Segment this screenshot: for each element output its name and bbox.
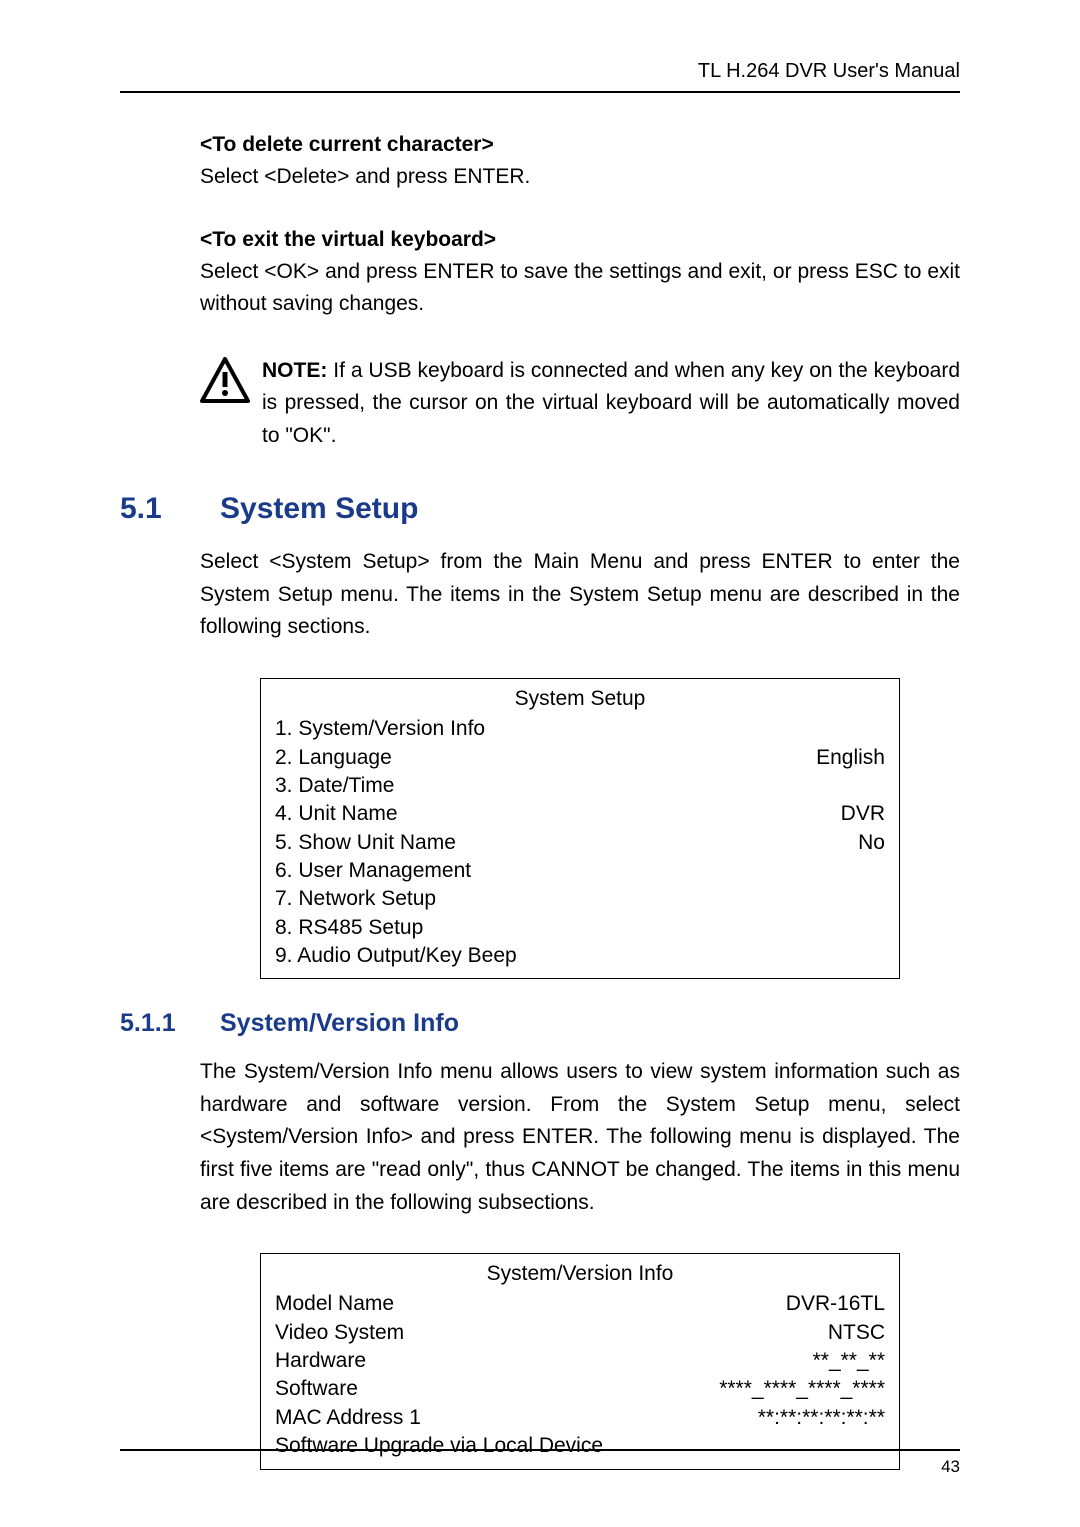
menu-label: 3. Date/Time xyxy=(275,772,394,800)
exit-keyboard-block: <To exit the virtual keyboard> Select <O… xyxy=(200,228,960,321)
subsection-body: The System/Version Info menu allows user… xyxy=(200,1056,960,1219)
section-heading: 5.1 System Setup xyxy=(120,492,960,526)
menu-value: NTSC xyxy=(828,1319,885,1347)
menu-row: Hardware **_**_** xyxy=(275,1347,885,1375)
menu-row: 2. Language English xyxy=(275,744,885,772)
warning-icon xyxy=(200,357,250,403)
delete-body: Select <Delete> and press ENTER. xyxy=(200,161,960,194)
menu-row: 8. RS485 Setup xyxy=(275,914,885,942)
note-body: If a USB keyboard is connected and when … xyxy=(262,359,960,447)
menu-value: ****_****_****_**** xyxy=(719,1375,885,1403)
menu-value: No xyxy=(858,829,885,857)
subsection-body-block: The System/Version Info menu allows user… xyxy=(200,1056,960,1219)
menu-row: 6. User Management xyxy=(275,857,885,885)
menu-value: **_**_** xyxy=(813,1347,885,1375)
note-label: NOTE: xyxy=(262,359,327,382)
version-info-menu: System/Version Info Model Name DVR-16TL V… xyxy=(260,1253,900,1469)
menu-value: DVR xyxy=(841,800,885,828)
subsection-heading: 5.1.1 System/Version Info xyxy=(120,1009,960,1038)
header-suffix: DVR User's Manual xyxy=(779,60,960,82)
delete-title: <To delete current character> xyxy=(200,133,960,157)
menu-row: 5. Show Unit Name No xyxy=(275,829,885,857)
menu-label: 4. Unit Name xyxy=(275,800,398,828)
exit-body: Select <OK> and press ENTER to save the … xyxy=(200,256,960,321)
menu-label: Hardware xyxy=(275,1347,366,1375)
note-text: NOTE: If a USB keyboard is connected and… xyxy=(262,355,960,453)
menu-row: MAC Address 1 **:**:**:**:**:** xyxy=(275,1404,885,1432)
exit-title: <To exit the virtual keyboard> xyxy=(200,228,960,252)
menu-label: 2. Language xyxy=(275,744,392,772)
menu-value: English xyxy=(816,744,885,772)
menu-value: DVR-16TL xyxy=(786,1290,885,1318)
menu-row: 3. Date/Time xyxy=(275,772,885,800)
section-number: 5.1 xyxy=(120,492,220,526)
subsection-number: 5.1.1 xyxy=(120,1009,220,1038)
section-body-block: Select <System Setup> from the Main Menu… xyxy=(200,546,960,644)
header-prefix: TL H.264 xyxy=(698,60,780,82)
menu-label: 8. RS485 Setup xyxy=(275,914,423,942)
system-setup-menu: System Setup 1. System/Version Info 2. L… xyxy=(260,678,900,979)
menu-row: 1. System/Version Info xyxy=(275,715,885,743)
menu-row: Software ****_****_****_**** xyxy=(275,1375,885,1403)
delete-char-block: <To delete current character> Select <De… xyxy=(200,133,960,194)
menu-row: 4. Unit Name DVR xyxy=(275,800,885,828)
menu-label: MAC Address 1 xyxy=(275,1404,421,1432)
menu-row: Model Name DVR-16TL xyxy=(275,1290,885,1318)
page-number: 43 xyxy=(941,1457,960,1476)
menu-value: **:**:**:**:**:** xyxy=(758,1404,885,1432)
version-menu-title: System/Version Info xyxy=(275,1260,885,1288)
system-setup-menu-title: System Setup xyxy=(275,685,885,713)
page-footer: 43 xyxy=(120,1449,960,1477)
menu-label: Software xyxy=(275,1375,358,1403)
menu-row: 7. Network Setup xyxy=(275,885,885,913)
menu-label: Model Name xyxy=(275,1290,394,1318)
menu-label: 9. Audio Output/Key Beep xyxy=(275,942,517,970)
subsection-title: System/Version Info xyxy=(220,1009,459,1038)
menu-label: 6. User Management xyxy=(275,857,471,885)
menu-label: 1. System/Version Info xyxy=(275,715,485,743)
menu-label: Video System xyxy=(275,1319,404,1347)
menu-row: Video System NTSC xyxy=(275,1319,885,1347)
menu-label: 7. Network Setup xyxy=(275,885,436,913)
section-body: Select <System Setup> from the Main Menu… xyxy=(200,546,960,644)
menu-row: 9. Audio Output/Key Beep xyxy=(275,942,885,970)
note-block: NOTE: If a USB keyboard is connected and… xyxy=(200,355,960,453)
menu-label: 5. Show Unit Name xyxy=(275,829,456,857)
section-title: System Setup xyxy=(220,492,418,526)
page-header: TL H.264 DVR User's Manual xyxy=(120,60,960,93)
